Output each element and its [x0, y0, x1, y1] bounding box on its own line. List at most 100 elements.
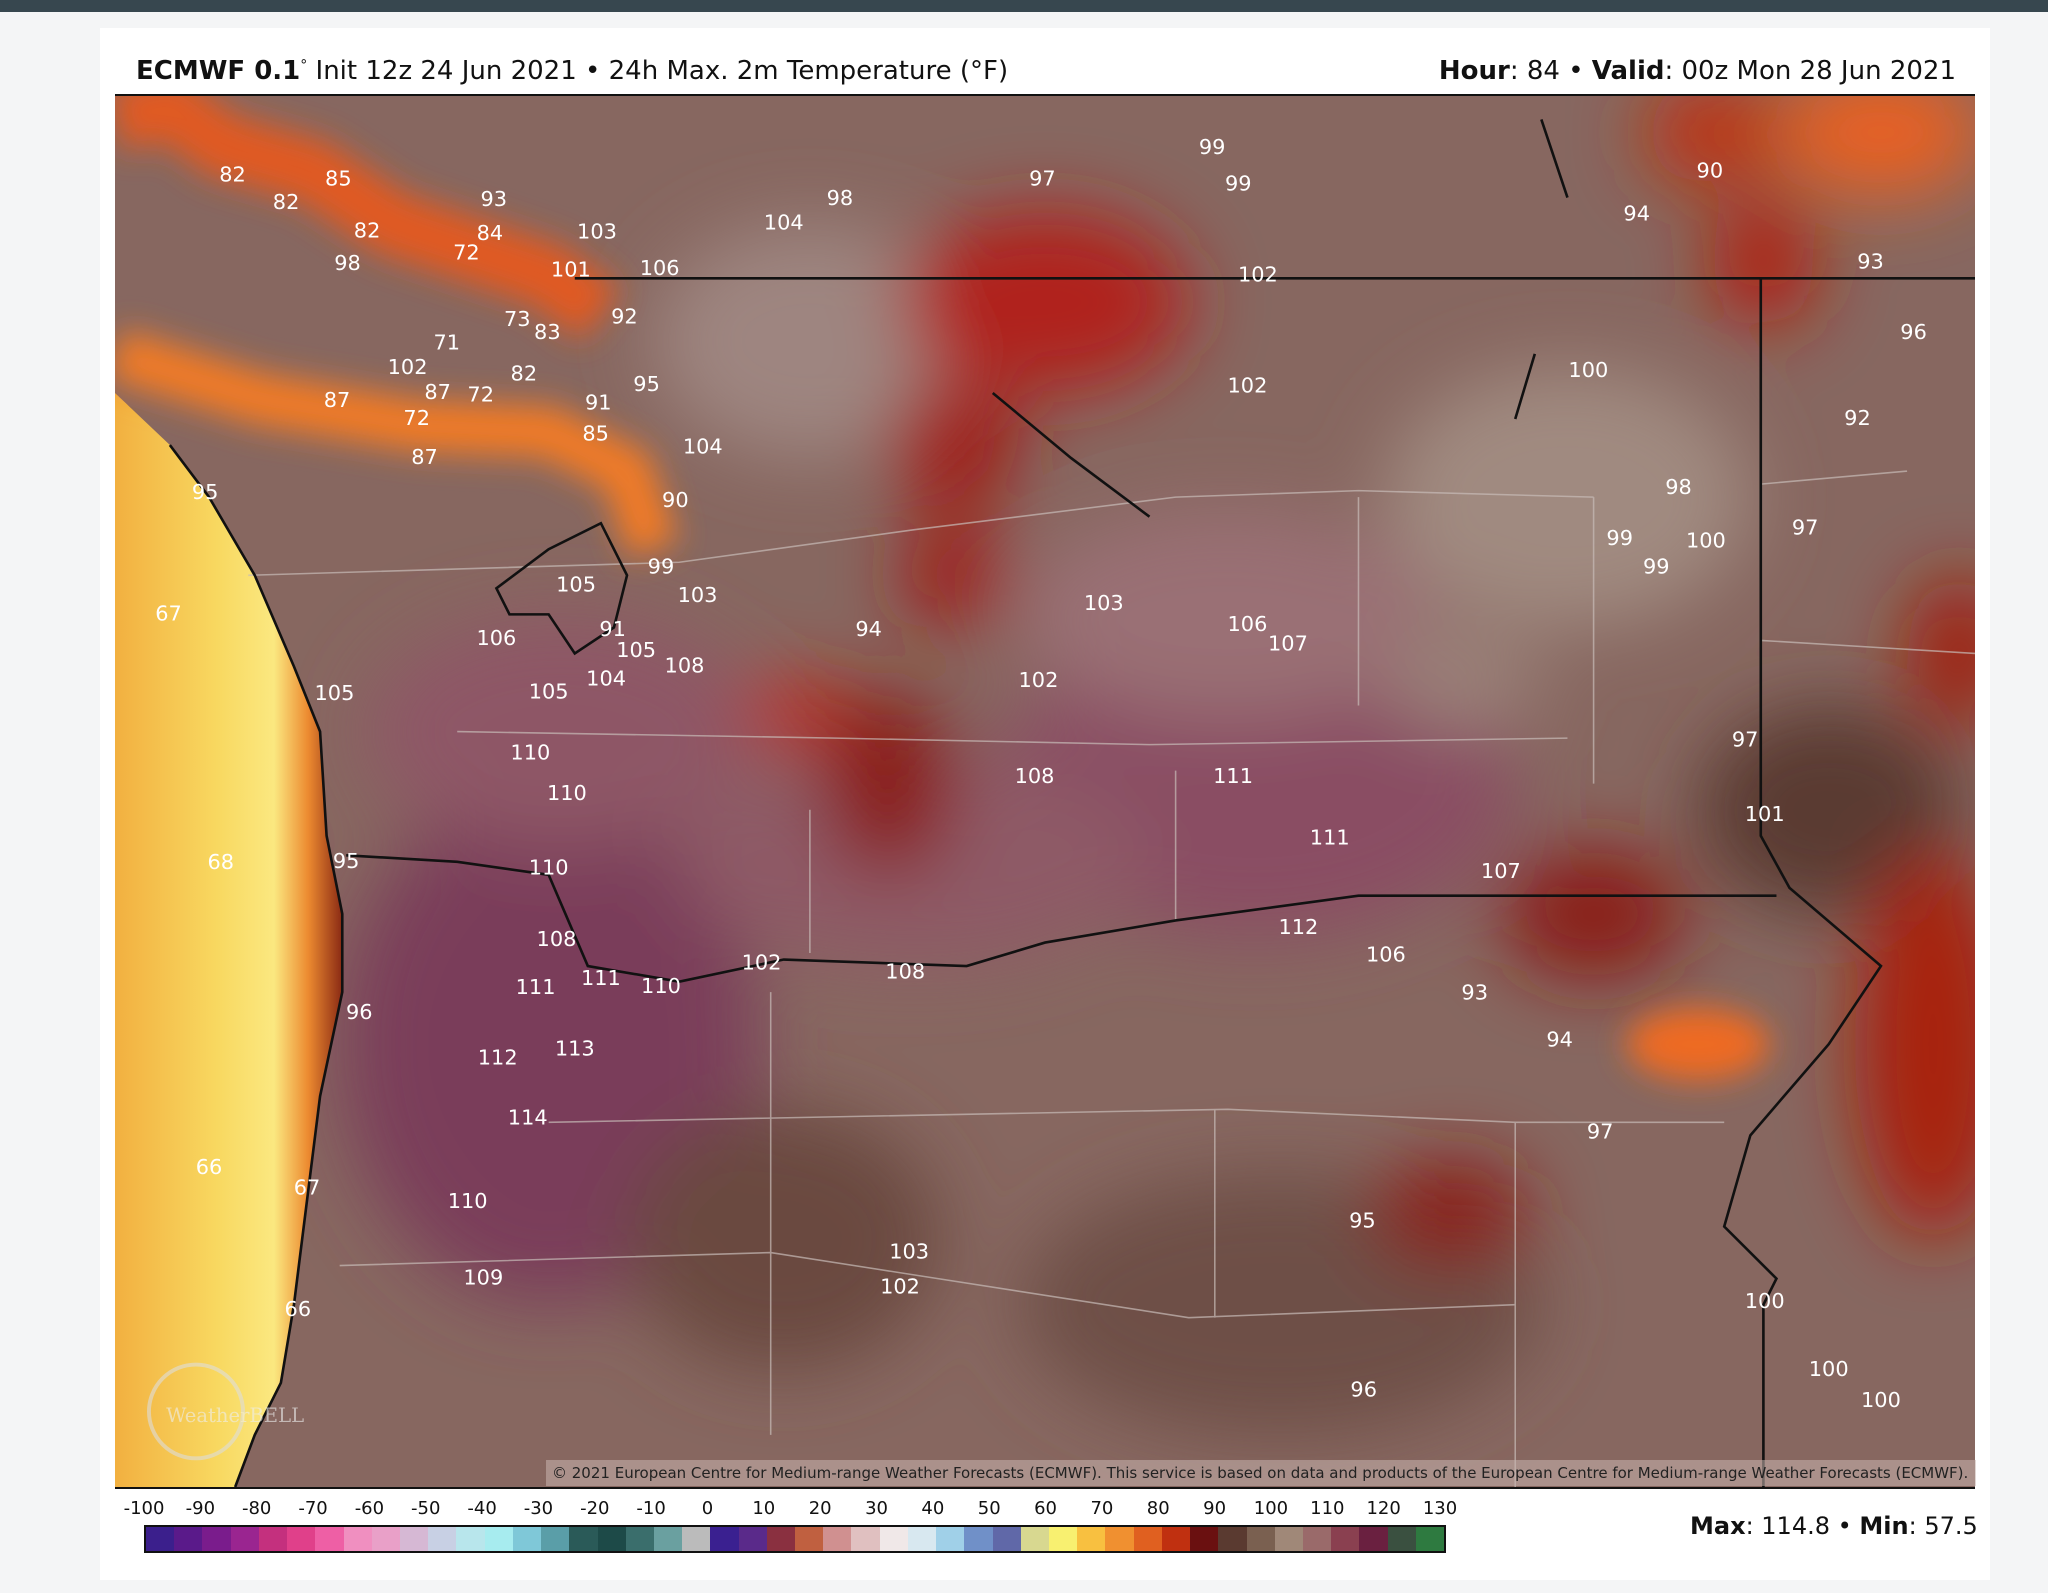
temperature-label: 114 [508, 1105, 548, 1129]
temperature-label: 110 [448, 1189, 488, 1213]
temperature-label: 110 [641, 974, 681, 998]
temperature-label: 66 [285, 1297, 312, 1321]
valid-value: : 00z Mon 28 Jun 2021 [1664, 56, 1956, 86]
temperature-label: 98 [1665, 475, 1692, 499]
colorbar-swatch [541, 1527, 570, 1551]
temperature-label: 107 [1268, 631, 1308, 655]
temperature-label: 82 [511, 362, 538, 386]
temperature-label: 111 [1310, 825, 1350, 849]
max-value: : 114.8 [1745, 1512, 1830, 1540]
temperature-label: 103 [577, 220, 617, 244]
colorbar-tick-label: 10 [752, 1498, 776, 1519]
colorbar-tick-label: -80 [241, 1498, 272, 1519]
temperature-label: 93 [1857, 250, 1884, 274]
temperature-label: 82 [219, 162, 246, 186]
colorbar-swatch [907, 1527, 937, 1551]
model-name: ECMWF 0.1 [136, 56, 301, 86]
colorbar-swatch [653, 1527, 683, 1551]
temperature-label: 93 [1461, 980, 1488, 1004]
temperature-label: 90 [662, 488, 689, 512]
colorbar-swatch [1415, 1527, 1445, 1551]
temperature-label: 108 [885, 960, 925, 984]
temperature-label: 104 [586, 667, 626, 691]
temperature-label: 101 [1745, 802, 1785, 826]
temperature-label: 92 [1844, 406, 1871, 430]
colorbar-tick-label: 120 [1366, 1498, 1401, 1519]
temperature-label: 83 [534, 320, 561, 344]
temperature-label: 106 [1228, 612, 1268, 636]
temperature-label: 103 [678, 583, 718, 607]
colorbar [144, 1525, 1446, 1553]
colorbar-swatch [146, 1527, 175, 1551]
colorbar-tick-label: 80 [1146, 1498, 1170, 1519]
map-canvas: WeatherBELL 82 85 82 93 84 82 72 98 103 104 98 97 99… [107, 67, 2012, 1488]
temperature-label: 99 [1225, 172, 1252, 196]
temperature-label: 113 [555, 1036, 595, 1060]
colorbar-swatch [258, 1527, 288, 1551]
colorbar-tick-label: 0 [701, 1498, 714, 1519]
colorbar-swatch [1077, 1527, 1106, 1551]
temperature-label: 97 [1029, 166, 1056, 190]
colorbar-swatch [1359, 1527, 1388, 1551]
temperature-label: 93 [480, 187, 507, 211]
temperature-label: 105 [556, 573, 596, 597]
colorbar-swatch [484, 1527, 513, 1551]
colorbar-tick-label: 30 [865, 1498, 888, 1519]
washington-oregon-border [346, 854, 1777, 983]
strait-georgia [107, 71, 621, 341]
temperature-label: 67 [294, 1176, 321, 1200]
colorbar-swatch [766, 1527, 796, 1551]
colorbar-tick-label: 50 [977, 1498, 1001, 1519]
temperature-map[interactable]: WeatherBELL 82 85 82 93 84 82 72 98 103 104 98 97 99… [107, 67, 2012, 1489]
colorbar-tick-label: -90 [185, 1498, 216, 1519]
colorbar-tick-label: 110 [1310, 1498, 1345, 1519]
min-label: Min [1859, 1512, 1909, 1540]
temperature-label: 72 [453, 241, 480, 265]
temperature-label: 96 [1350, 1378, 1377, 1402]
temperature-label: 94 [1546, 1027, 1573, 1051]
temperature-label: 71 [433, 330, 460, 354]
temperature-label: 87 [424, 380, 451, 404]
colorbar-swatch [1161, 1527, 1191, 1551]
temperature-label: 100 [1809, 1357, 1849, 1381]
temperature-label: 102 [742, 950, 782, 974]
colorbar-swatch [964, 1527, 993, 1551]
colorbar-swatch [682, 1527, 711, 1551]
temperature-label: 90 [1697, 159, 1724, 183]
temperature-label: 73 [504, 307, 531, 331]
colorbar-swatch [1105, 1527, 1134, 1551]
temperature-label: 102 [1019, 668, 1059, 692]
colorbar-swatch [1190, 1527, 1219, 1551]
temperature-label: 109 [463, 1266, 503, 1290]
colorbar-tick-label: 60 [1034, 1498, 1058, 1519]
temperature-label: 112 [478, 1046, 518, 1070]
temperature-label: 95 [1349, 1208, 1376, 1232]
temperature-label: 99 [1199, 135, 1226, 159]
temperature-label: 87 [411, 445, 438, 469]
temperature-field [339, 67, 2012, 1435]
colorbar-swatch [1020, 1527, 1049, 1551]
temperature-label: 96 [346, 1000, 373, 1024]
temperature-label: 72 [403, 406, 430, 430]
temperature-label: 97 [1792, 515, 1819, 539]
colorbar-swatch [371, 1527, 400, 1551]
puget-sound [494, 521, 629, 656]
temperature-label: 102 [388, 355, 428, 379]
temperature-label: 67 [155, 601, 182, 625]
temperature-label: 112 [1278, 915, 1318, 939]
state-borders [168, 119, 1975, 1488]
county-lines [248, 470, 1976, 1487]
temperature-label: 108 [1015, 764, 1055, 788]
temperature-label: 105 [314, 681, 354, 705]
separator: • [1837, 1512, 1852, 1540]
colorbar-swatch [710, 1527, 739, 1551]
temperature-label: 72 [467, 383, 494, 407]
temperature-label: 111 [581, 966, 621, 990]
colorbar-swatch [569, 1527, 598, 1551]
colorbar-swatch [287, 1527, 316, 1551]
colorbar-swatch [992, 1527, 1021, 1551]
colorbar-swatch [174, 1527, 203, 1551]
temperature-label: 100 [1861, 1388, 1901, 1412]
temperature-label: 102 [880, 1275, 920, 1299]
temperature-label: 91 [599, 617, 626, 641]
